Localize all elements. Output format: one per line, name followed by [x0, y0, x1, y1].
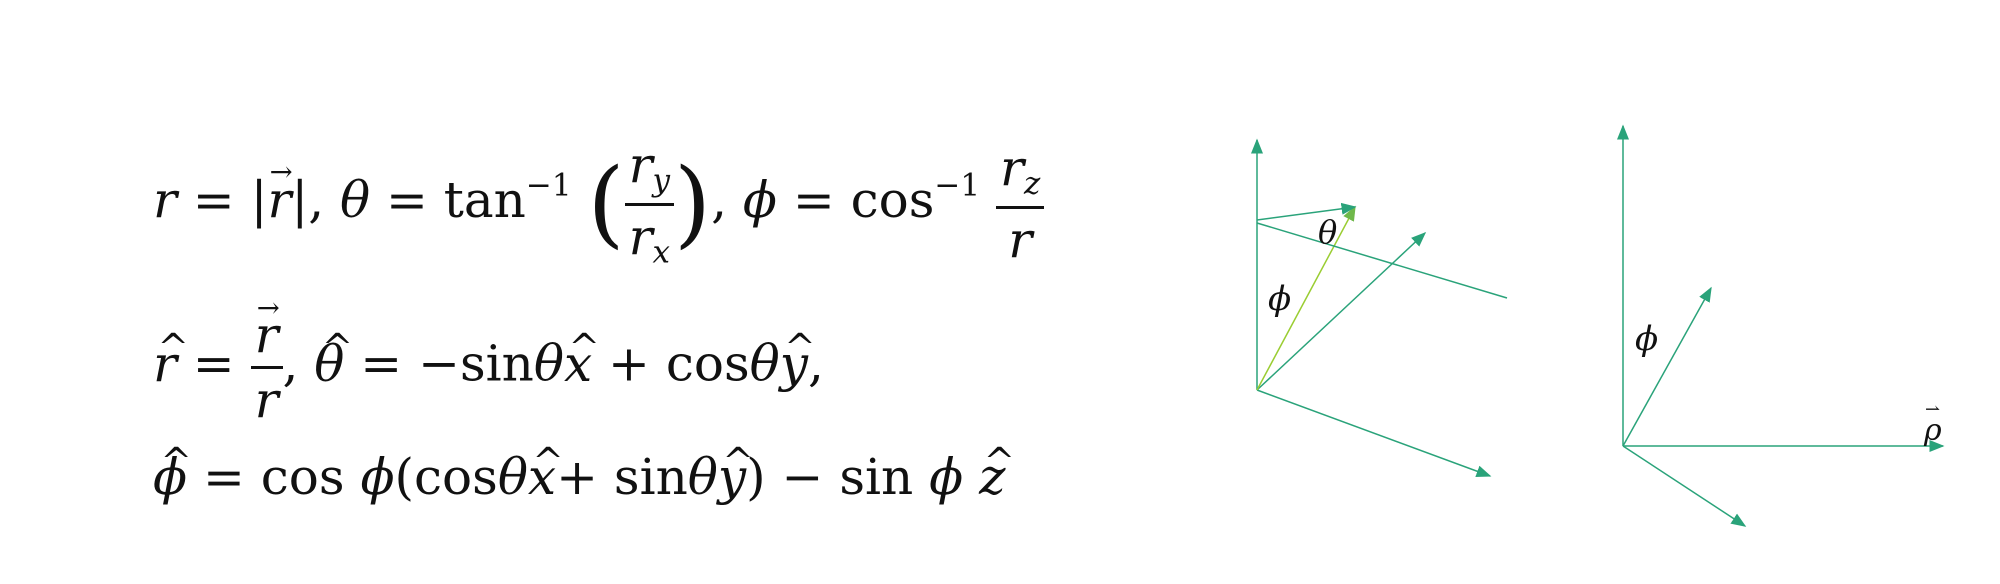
left-x-axis: [1256, 389, 1492, 477]
eq1-right-paren: ): [674, 148, 712, 259]
eq2-x-hat: x: [564, 325, 600, 392]
eq1-left-paren: (: [587, 148, 625, 259]
eq3-phi-hat: ϕ: [153, 439, 192, 506]
left-theta-hat-vector: [1256, 202, 1357, 221]
eq3-z-hat: z: [979, 439, 1015, 506]
eq1-theta: θ: [339, 171, 371, 230]
equation-line-2: r = rr, θ = −sinθx + cosθy,: [153, 295, 824, 425]
eq1-fraction-ry-rx: ry rx: [624, 140, 674, 268]
eq3-phi-1: ϕ: [360, 448, 395, 506]
left-theta-label: θ: [1318, 213, 1337, 251]
eq2-y-hat: y: [780, 325, 816, 392]
eq3-y-hat: y: [718, 439, 754, 506]
left-y-axis: [1256, 231, 1427, 391]
equation-line-3: ϕ = cos ϕ(cosθx+ sinθy) − sin ϕ z: [153, 439, 1015, 506]
eq3-x-hat: x: [528, 439, 564, 506]
eq2-equals: =: [176, 334, 251, 393]
eq3-close-minus-sin: ) − sin: [746, 448, 930, 506]
eq3-theta-1: θ: [497, 448, 528, 506]
eq1-fraction-rz-r: rz r: [996, 143, 1045, 265]
eq1-tan: = tan: [370, 171, 526, 230]
right-r-vector: [1622, 286, 1712, 447]
eq1-cos: = cos: [776, 171, 935, 230]
eq1-tan-inverse: −1: [525, 167, 572, 204]
eq2-comma: ,: [282, 334, 315, 393]
left-r-vector: [1256, 205, 1356, 391]
eq2-fraction-rvec-r: rr: [250, 295, 283, 425]
eq2-minus-sin: = −sin: [344, 334, 534, 393]
eq2-r-hat: r: [153, 325, 189, 392]
right-rho-label: ρ: [1923, 413, 1942, 448]
eq1-abs-close: |,: [291, 171, 340, 230]
eq1-cos-inverse: −1: [934, 167, 981, 204]
right-rho-arrow: ⇀: [1925, 399, 1940, 420]
eq2-theta-2: θ: [749, 334, 780, 393]
eq1-r: r = |: [153, 171, 268, 230]
eq1-comma: ,: [711, 171, 743, 230]
left-plane-line: [1256, 222, 1508, 299]
eq3-equals-cos: = cos: [187, 448, 361, 506]
eq2-plus-cos: + cos: [592, 334, 750, 393]
right-phi-label: ϕ: [1635, 319, 1658, 359]
right-down-vector: [1622, 445, 1747, 527]
eq1-phi: ϕ: [742, 171, 777, 230]
eq2-theta-hat: θ: [314, 325, 353, 392]
eq2-theta-1: θ: [533, 334, 564, 393]
eq1-r-vector: r: [267, 156, 292, 229]
left-phi-label: ϕ: [1268, 279, 1291, 319]
eq3-phi-2: ϕ: [929, 448, 964, 506]
eq3-theta-2: θ: [687, 448, 718, 506]
eq3-plus-sin: + sin: [556, 448, 688, 506]
eq3-open-cos: (cos: [394, 448, 498, 506]
